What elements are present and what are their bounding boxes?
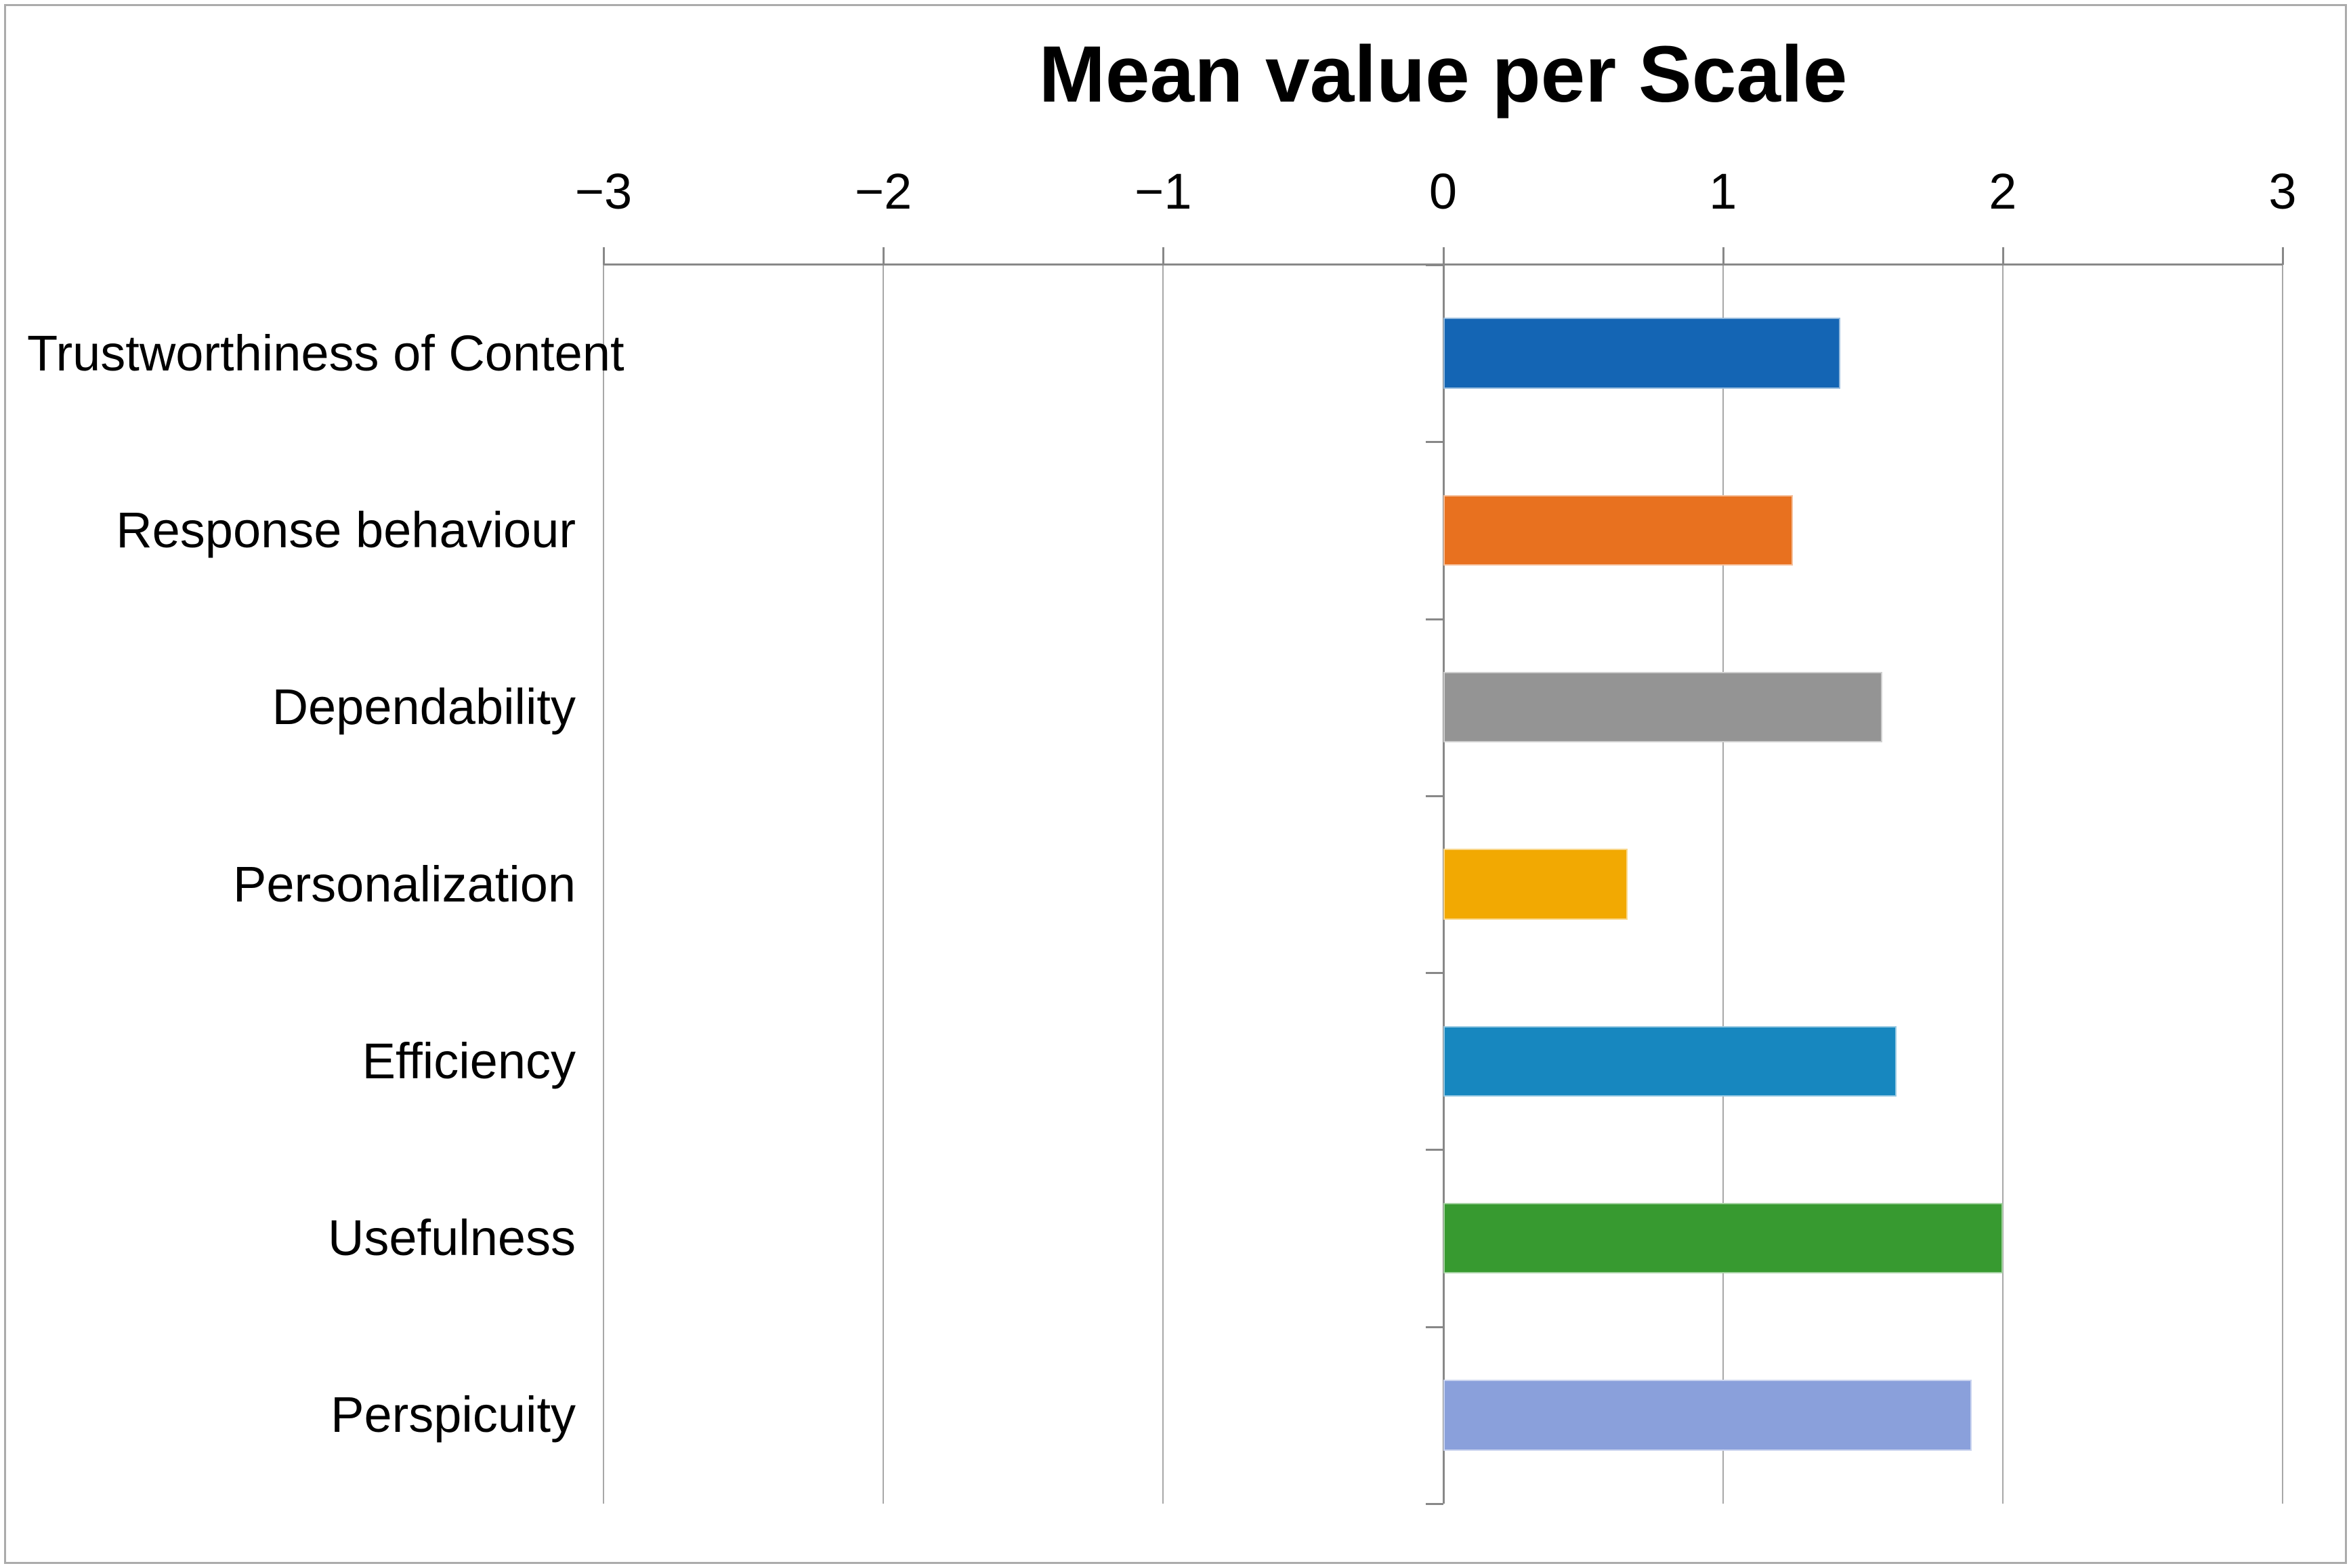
category-label: Trustworthiness of Content (27, 324, 624, 381)
bar (1443, 671, 1883, 743)
x-tick-label: −2 (854, 163, 912, 219)
bar (1443, 1202, 2003, 1274)
category-label: Usefulness (327, 1210, 576, 1267)
x-tick-label: 3 (2268, 163, 2297, 219)
x-axis-tick (1162, 247, 1165, 265)
category-axis-tick (1425, 1326, 1443, 1328)
x-tick-label: 2 (1989, 163, 2017, 219)
figure-border (4, 4, 2347, 1564)
bar (1443, 494, 1793, 566)
x-axis-tick (2001, 247, 2004, 265)
category-label: Response behaviour (116, 501, 576, 558)
bar (1443, 1025, 1897, 1097)
category-label: Personalization (233, 855, 576, 912)
bar (1443, 318, 1841, 389)
gridline (2282, 265, 2283, 1504)
chart-title: Mean value per Scale (1038, 30, 1848, 119)
category-axis-tick (1425, 972, 1443, 975)
x-tick-label: −3 (574, 163, 633, 219)
gridline (1162, 265, 1164, 1504)
category-axis-tick (1425, 264, 1443, 266)
category-axis-tick (1425, 1149, 1443, 1151)
category-axis-tick (1425, 441, 1443, 444)
x-tick-label: −1 (1135, 163, 1192, 219)
gridline (883, 265, 885, 1504)
category-axis-tick (1425, 618, 1443, 620)
gridline (1722, 265, 1724, 1504)
x-axis-tick (1442, 247, 1445, 265)
bar (1443, 849, 1628, 920)
x-axis-tick (1722, 247, 1724, 265)
gridline (2001, 265, 2004, 1504)
gridline (603, 265, 604, 1504)
x-axis-tick (883, 247, 885, 265)
x-tick-label: 1 (1709, 163, 1737, 219)
category-axis-tick (1425, 794, 1443, 797)
x-axis-tick (603, 247, 605, 265)
category-axis-tick (1425, 1503, 1443, 1505)
category-label: Dependability (272, 679, 576, 736)
category-label: Efficiency (362, 1032, 576, 1089)
x-tick-label: 0 (1428, 163, 1458, 219)
x-axis-tick (2282, 247, 2284, 265)
bar (1443, 1380, 1972, 1451)
category-label: Perspicuity (331, 1386, 576, 1443)
